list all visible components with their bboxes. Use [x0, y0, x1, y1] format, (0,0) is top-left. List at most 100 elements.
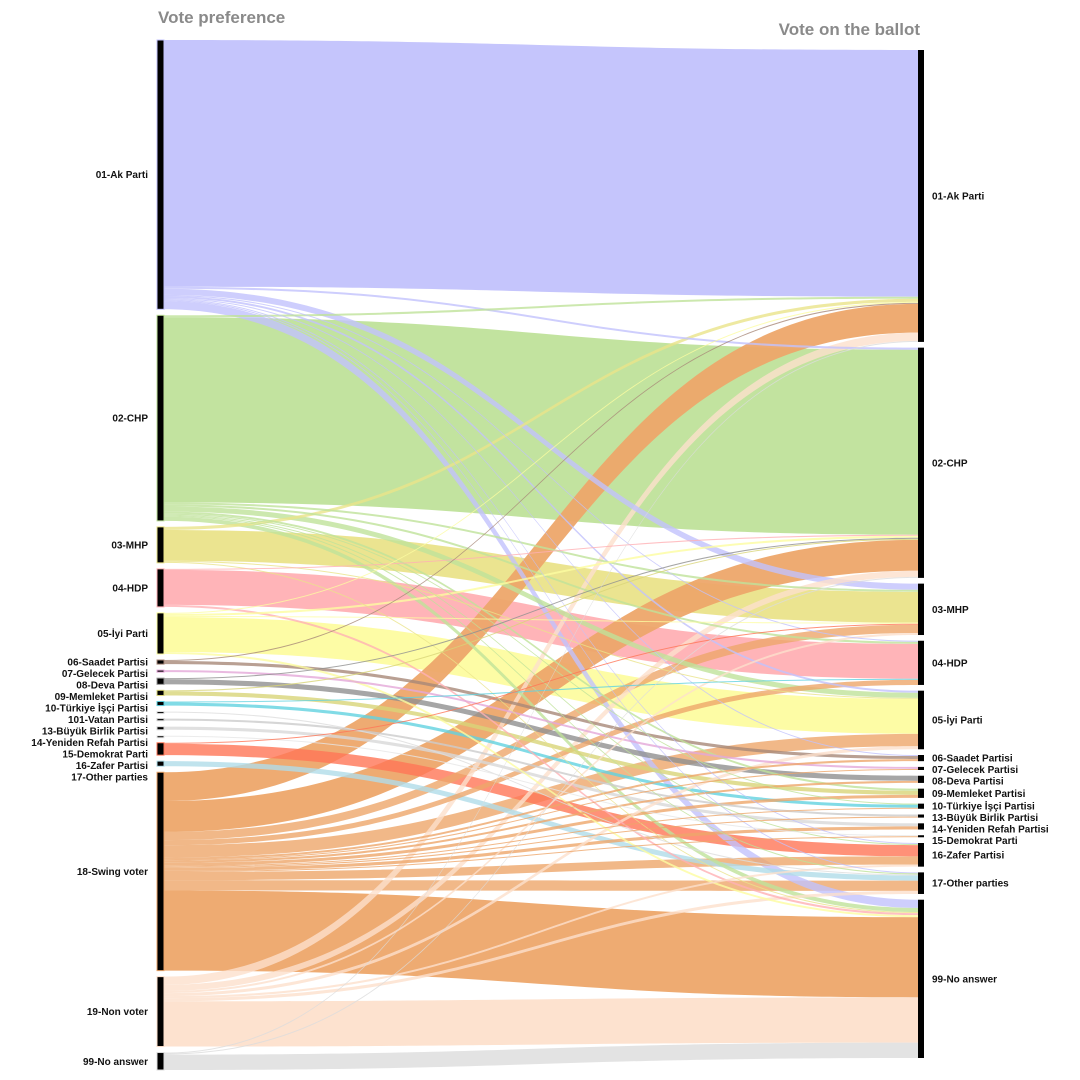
flow-L02-R99: [164, 516, 918, 913]
left-node-label: 19-Non voter: [87, 1007, 148, 1018]
right-node-bar: [918, 872, 924, 894]
flow-L01-R05: [164, 295, 918, 693]
left-node-bar: [156, 568, 165, 608]
flow-L14-R14: [164, 726, 918, 827]
left-node-bar: [156, 700, 165, 707]
flow-L15-R15: [164, 735, 918, 837]
flow-L101-R17: [164, 711, 918, 876]
right-node-label: 06-Saadet Partisi: [932, 754, 1013, 765]
left-node-bar: [156, 760, 165, 767]
flow-L16-R03: [164, 623, 918, 744]
flow-L18-R16: [164, 856, 918, 881]
flow-L02-R04: [164, 504, 918, 644]
flow-L19-R03: [164, 632, 918, 994]
left-node-bar: [156, 314, 165, 522]
left-node-bar: [156, 659, 165, 665]
flow-L18-R14: [164, 826, 918, 871]
left-node-label: 13-Büyük Birlik Partisi: [42, 727, 148, 738]
left-node-bar: [156, 39, 165, 310]
right-node-label: 13-Büyük Birlik Partisi: [932, 813, 1038, 824]
flow-L08-R08: [164, 679, 918, 781]
flow-L18-R07: [164, 768, 918, 861]
left-node-bar: [156, 771, 165, 972]
flow-L19-R17: [164, 890, 918, 1002]
right-node-bar: [918, 690, 924, 750]
flow-L01-R03: [164, 288, 918, 590]
left-node-label: 07-Gelecek Partisi: [62, 669, 148, 680]
right-node-bar: [918, 823, 924, 830]
flow-L02-R01: [164, 296, 918, 318]
right-node-label: 99-No answer: [932, 974, 997, 985]
flow-L03-R99: [164, 561, 918, 914]
left-node-bar: [156, 711, 165, 715]
flow-L03-R01: [164, 298, 918, 530]
flow-L04-R02: [164, 534, 918, 570]
flow-L06-R06: [164, 661, 918, 760]
right-node-label: 02-CHP: [932, 458, 968, 469]
flow-L05-R99: [164, 651, 918, 918]
left-node-bar: [156, 735, 165, 739]
flow-L18-R10: [164, 807, 918, 867]
left-axis-title: Vote preference: [158, 8, 286, 27]
flow-L01-R16: [164, 299, 918, 845]
right-node-label: 01-Ak Parti: [932, 191, 984, 202]
flow-L18-R02: [164, 539, 918, 832]
left-node-label: 06-Saadet Partisi: [67, 658, 148, 669]
flow-L02-R17: [164, 515, 918, 875]
flow-L01-R06: [164, 297, 918, 757]
left-node-label: 14-Yeniden Refah Partisi: [31, 738, 148, 749]
left-node-bar: [156, 526, 165, 564]
right-node-bar: [918, 50, 924, 342]
right-node-bar: [918, 835, 924, 838]
left-node-label: 18-Swing voter: [77, 867, 148, 878]
flow-L99-R99: [164, 1042, 918, 1070]
left-node-label: 15-Demokrat Parti: [62, 750, 148, 761]
right-node-label: 05-İyi Parti: [932, 713, 983, 726]
right-node-bar: [918, 899, 924, 1058]
flow-L10-R04: [164, 678, 918, 703]
right-node-label: 14-Yeniden Refah Partisi: [932, 825, 1049, 836]
left-node-label: 10-Türkiye İşçi Partisi: [45, 702, 148, 715]
right-node-label: 10-Türkiye İşçi Partisi: [932, 800, 1035, 813]
flow-L16-R16: [164, 743, 918, 857]
flow-L06-R01: [164, 302, 918, 662]
flow-L18-R09: [164, 794, 918, 866]
flow-L18-R04: [164, 679, 918, 846]
right-node-label: 03-MHP: [932, 605, 969, 616]
flow-L19-R16: [164, 864, 918, 999]
left-node-bar: [156, 669, 165, 673]
flows: [164, 40, 918, 1070]
flow-L02-R02: [164, 317, 918, 535]
left-node-label: 02-CHP: [112, 414, 148, 425]
left-node-bar: [156, 689, 165, 696]
flow-L05-R01: [164, 301, 918, 614]
flow-L02-R05: [164, 506, 918, 698]
right-node-bar: [918, 347, 924, 578]
flow-L05-R03: [164, 615, 918, 624]
right-node-bar: [918, 755, 924, 762]
flow-L18-R08: [164, 780, 918, 863]
flow-L02-R16: [164, 514, 918, 846]
flow-L18-R06: [164, 759, 918, 860]
flow-L19-R02: [164, 570, 918, 992]
right-node-label: 09-Memleket Partisi: [932, 789, 1026, 800]
left-node-label: 09-Memleket Partisi: [55, 692, 149, 703]
right-node-label: 08-Deva Partisi: [932, 777, 1004, 788]
right-node-bar: [918, 803, 924, 809]
flow-L07-R07: [164, 670, 918, 769]
right-node-bar: [918, 788, 924, 798]
left-node-bar: [156, 612, 165, 655]
flow-L99-R02: [164, 576, 918, 1055]
left-node-bar: [156, 1052, 165, 1071]
right-axis-title: Vote on the ballot: [778, 20, 920, 39]
left-node-label: 05-İyi Parti: [97, 627, 148, 640]
flow-L02-R09: [164, 511, 918, 791]
left-node-label: 04-HDP: [112, 583, 148, 594]
flow-L08-R02: [164, 537, 918, 680]
right-node-label: 04-HDP: [932, 658, 968, 669]
right-node-bar: [918, 583, 924, 636]
flow-L99-R01: [164, 340, 918, 1054]
left-node-bar: [156, 726, 165, 731]
flow-L04-R99: [164, 604, 918, 916]
